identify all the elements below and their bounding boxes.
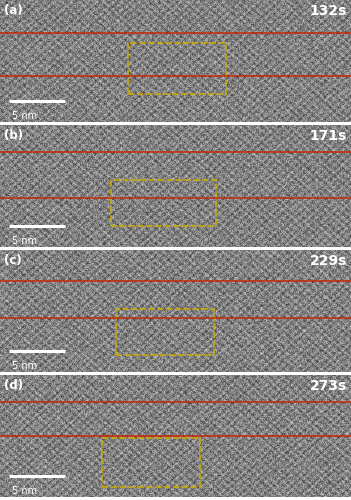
- Text: 5 nm: 5 nm: [12, 486, 38, 496]
- Text: 273s: 273s: [310, 378, 347, 392]
- Text: (b): (b): [4, 128, 23, 141]
- Text: (a): (a): [4, 4, 23, 16]
- Text: 5 nm: 5 nm: [12, 361, 38, 371]
- Bar: [102, 438, 200, 487]
- Bar: [111, 180, 216, 226]
- Text: (c): (c): [4, 254, 22, 266]
- Text: 5 nm: 5 nm: [12, 111, 38, 121]
- Text: 229s: 229s: [310, 254, 347, 268]
- Text: (d): (d): [4, 378, 23, 392]
- Bar: [116, 308, 214, 355]
- Text: 132s: 132s: [310, 4, 347, 18]
- Text: 5 nm: 5 nm: [12, 236, 38, 246]
- Text: 171s: 171s: [310, 128, 347, 142]
- Bar: [128, 42, 226, 94]
